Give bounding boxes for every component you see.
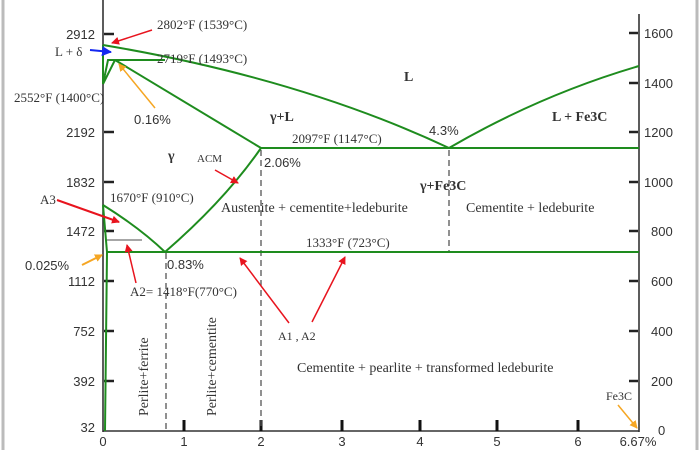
arrow-acm (214, 169, 239, 184)
region-l-fe3c: L + Fe3C (552, 110, 607, 125)
a3-line (102, 204, 166, 253)
label-a2: A2= 1418°F(770°C) (130, 284, 237, 299)
arrow-l-delta (89, 46, 112, 57)
svg-text:1832: 1832 (66, 175, 95, 190)
svg-text:2: 2 (257, 434, 264, 449)
svg-text:32: 32 (81, 420, 95, 435)
svg-text:0: 0 (658, 423, 665, 438)
right-tick-labels: 1600 1400 1200 1000 800 600 400 200 0 (644, 26, 673, 438)
label-083: 0.83% (167, 257, 204, 272)
svg-text:0: 0 (99, 434, 106, 449)
region-perlite-cementite: Perlite+cementite (205, 317, 220, 416)
svg-text:4: 4 (416, 434, 423, 449)
svg-text:6.67%: 6.67% (620, 434, 657, 449)
label-a1a2: A1 , A2 (278, 329, 316, 343)
svg-text:1000: 1000 (644, 175, 673, 190)
svg-text:1600: 1600 (644, 26, 673, 41)
arrow-a2 (124, 244, 137, 284)
svg-text:1: 1 (180, 434, 187, 449)
svg-text:1400: 1400 (644, 76, 673, 91)
label-43: 4.3% (429, 123, 459, 138)
region-cementite-pearlite-transformed-ledeburite: Cementite + pearlite + transformed ledeb… (297, 361, 553, 376)
label-l-delta: L + δ (55, 44, 82, 59)
acm-line (164, 147, 262, 253)
svg-text:5: 5 (493, 434, 500, 449)
region-perlite-ferrite: Perlite+ferrite (137, 337, 152, 416)
svg-text:600: 600 (651, 274, 673, 289)
arrow-0025 (81, 254, 103, 266)
arrow-016 (118, 63, 156, 109)
svg-text:2912: 2912 (66, 27, 95, 42)
bottom-ticks (182, 420, 580, 431)
svg-text:200: 200 (651, 374, 673, 389)
label-016: 0.16% (134, 112, 171, 127)
region-cementite-ledeburite: Cementite + ledeburite (466, 201, 594, 216)
right-ticks (629, 31, 638, 383)
svg-text:752: 752 (73, 324, 95, 339)
arrow-a1-right (311, 256, 346, 323)
region-gamma-fe3c: γ+Fe3C (419, 179, 466, 194)
svg-text:6: 6 (574, 434, 581, 449)
label-0025: 0.025% (25, 258, 70, 273)
solidus-gamma (114, 59, 262, 149)
label-a3: A3 (40, 192, 56, 207)
svg-text:392: 392 (73, 374, 95, 389)
region-gamma-l: γ+L (269, 110, 294, 125)
percent-labels: 0.16% 2.06% 4.3% 0.83% 0.025% (25, 112, 459, 273)
label-fe3c: Fe3C (606, 389, 632, 403)
dashed-lines (165, 150, 450, 430)
liquidus-right (448, 65, 640, 149)
svg-text:3: 3 (338, 434, 345, 449)
svg-text:800: 800 (651, 224, 673, 239)
liquidus-left (102, 44, 450, 149)
label-acm: ACM (197, 153, 222, 165)
label-206: 2.06% (264, 155, 301, 170)
label-1670: 1670°F (910°C) (110, 190, 194, 205)
region-labels: L γ+L L + Fe3C γ γ+Fe3C Austenite + ceme… (137, 70, 607, 416)
arrow-a1-left (239, 257, 290, 324)
label-2719: 2719°F (1493°C) (157, 51, 247, 66)
label-2802: 2802°F (1539°C) (157, 17, 247, 32)
label-2097: 2097°F (1147°C) (292, 131, 382, 146)
arrow-fe3c (617, 404, 638, 429)
label-2552: 2552°F (1400°C) (14, 90, 104, 105)
region-l: L (404, 70, 413, 85)
delta-region (102, 59, 117, 85)
region-austenite-cementite-ledeburite: Austenite + cementite+ledeburite (221, 201, 408, 216)
phase-lines (102, 44, 640, 432)
arrow-2802 (111, 29, 153, 45)
region-gamma: γ (167, 149, 175, 164)
svg-text:400: 400 (651, 324, 673, 339)
left-tick-labels: 2912 2192 1832 1472 1112 752 392 32 (66, 27, 95, 435)
svg-text:2192: 2192 (66, 125, 95, 140)
arrow-a3 (56, 199, 120, 224)
bottom-tick-labels: 0 1 2 3 4 5 6 6.67% (99, 434, 656, 449)
ferrite-solvus (102, 204, 109, 432)
annotation-arrows (56, 29, 638, 429)
svg-text:1200: 1200 (644, 125, 673, 140)
annotation-labels: 2802°F (1539°C) 2719°F (1493°C) 2552°F (… (14, 17, 632, 403)
label-1333: 1333°F (723°C) (306, 235, 390, 250)
svg-text:1472: 1472 (66, 224, 95, 239)
svg-text:1112: 1112 (68, 274, 95, 289)
